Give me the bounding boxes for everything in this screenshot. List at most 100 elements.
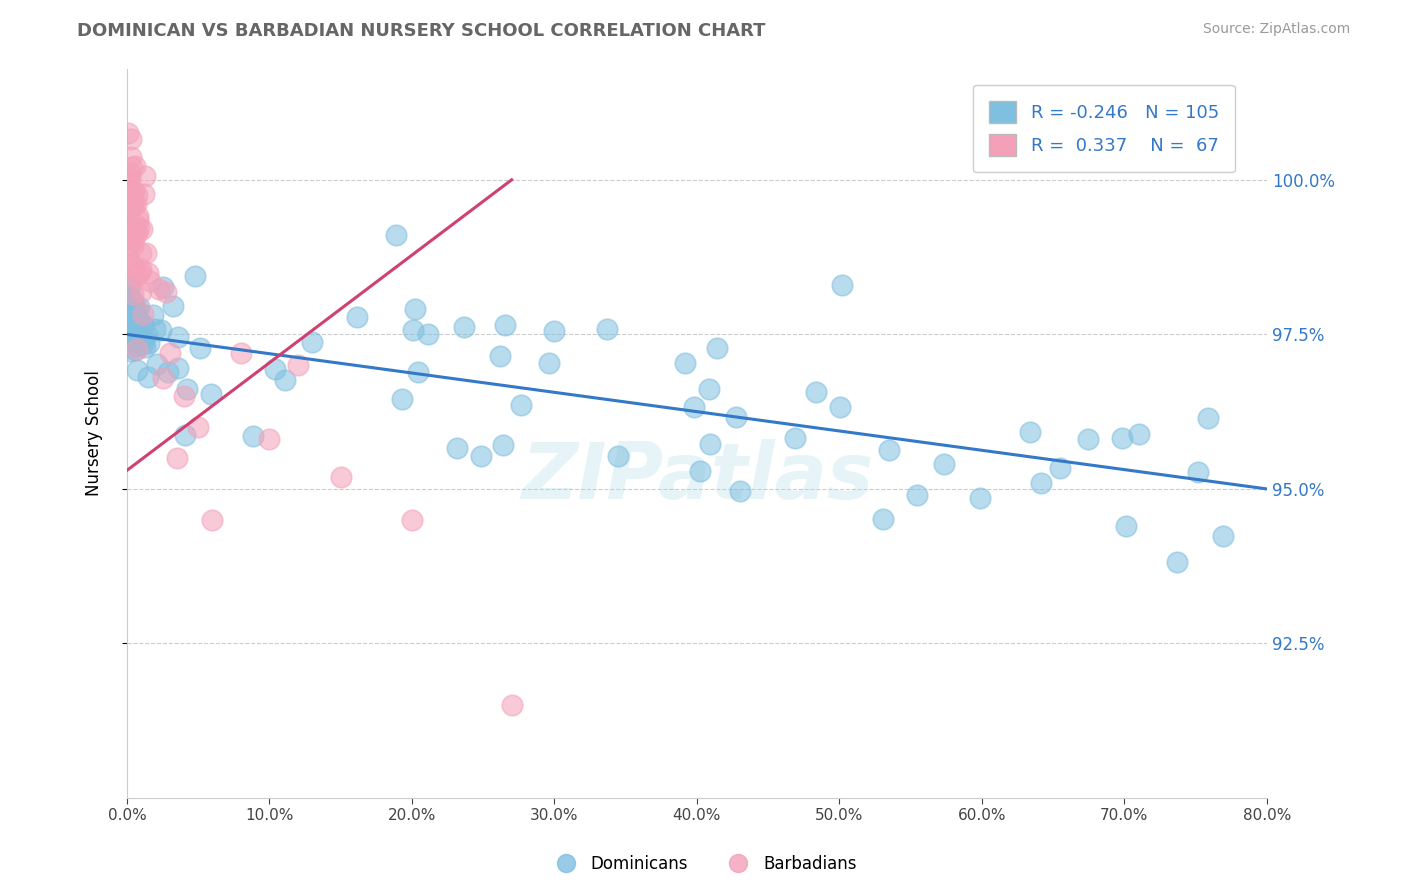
Point — [127, 268, 149, 283]
Point — [132, 318, 155, 333]
Point — [134, 340, 156, 354]
Point — [1049, 461, 1071, 475]
Point — [470, 449, 492, 463]
Point — [120, 131, 142, 145]
Point — [121, 160, 143, 174]
Point — [146, 357, 169, 371]
Point — [124, 159, 146, 173]
Point — [142, 308, 165, 322]
Point — [120, 233, 142, 247]
Point — [124, 262, 146, 277]
Point — [118, 170, 141, 185]
Point — [124, 197, 146, 211]
Point — [152, 280, 174, 294]
Point — [121, 294, 143, 309]
Point — [188, 341, 211, 355]
Point — [120, 182, 142, 196]
Point — [117, 258, 139, 272]
Point — [176, 382, 198, 396]
Point — [453, 320, 475, 334]
Point — [1018, 425, 1040, 439]
Point — [329, 469, 352, 483]
Point — [124, 217, 146, 231]
Point — [132, 307, 155, 321]
Point — [683, 400, 706, 414]
Point — [122, 184, 145, 198]
Point — [117, 251, 139, 265]
Point — [120, 290, 142, 304]
Point — [143, 321, 166, 335]
Point — [138, 335, 160, 350]
Point — [120, 202, 142, 217]
Point — [122, 220, 145, 235]
Point — [117, 187, 139, 202]
Point — [543, 324, 565, 338]
Point — [117, 173, 139, 187]
Point — [402, 323, 425, 337]
Point — [932, 457, 955, 471]
Point — [120, 300, 142, 314]
Point — [134, 186, 156, 201]
Text: DOMINICAN VS BARBADIAN NURSERY SCHOOL CORRELATION CHART: DOMINICAN VS BARBADIAN NURSERY SCHOOL CO… — [77, 22, 766, 40]
Point — [167, 360, 190, 375]
Point — [122, 229, 145, 244]
Point — [706, 341, 728, 355]
Point — [128, 301, 150, 315]
Point — [122, 314, 145, 328]
Point — [122, 197, 145, 211]
Point — [131, 318, 153, 333]
Point — [538, 356, 561, 370]
Point — [148, 282, 170, 296]
Point — [127, 209, 149, 223]
Point — [134, 169, 156, 184]
Point — [121, 339, 143, 353]
Point — [127, 187, 149, 202]
Point — [416, 326, 439, 341]
Point — [117, 200, 139, 214]
Point — [697, 383, 720, 397]
Point — [125, 221, 148, 235]
Point — [391, 392, 413, 407]
Point — [129, 246, 152, 260]
Point — [128, 314, 150, 328]
Point — [287, 359, 309, 373]
Point — [135, 245, 157, 260]
Point — [124, 343, 146, 358]
Point — [131, 332, 153, 346]
Point — [969, 491, 991, 506]
Point — [117, 319, 139, 334]
Point — [804, 385, 827, 400]
Point — [689, 464, 711, 478]
Point — [118, 316, 141, 330]
Point — [152, 370, 174, 384]
Point — [301, 334, 323, 349]
Point — [596, 322, 619, 336]
Point — [1077, 432, 1099, 446]
Point — [385, 228, 408, 243]
Point — [162, 299, 184, 313]
Point — [120, 314, 142, 328]
Point — [122, 268, 145, 283]
Y-axis label: Nursery School: Nursery School — [86, 370, 103, 496]
Point — [872, 511, 894, 525]
Point — [510, 398, 533, 412]
Point — [120, 301, 142, 316]
Point — [129, 261, 152, 276]
Point — [501, 698, 523, 713]
Point — [117, 310, 139, 325]
Point — [120, 293, 142, 307]
Point — [263, 362, 285, 376]
Point — [1197, 411, 1219, 425]
Point — [117, 241, 139, 255]
Point — [136, 369, 159, 384]
Point — [127, 342, 149, 356]
Point — [139, 274, 162, 288]
Point — [877, 442, 900, 457]
Point — [127, 212, 149, 227]
Point — [830, 400, 852, 414]
Point — [156, 365, 179, 379]
Point — [129, 265, 152, 279]
Point — [117, 231, 139, 245]
Point — [122, 287, 145, 301]
Point — [607, 449, 630, 463]
